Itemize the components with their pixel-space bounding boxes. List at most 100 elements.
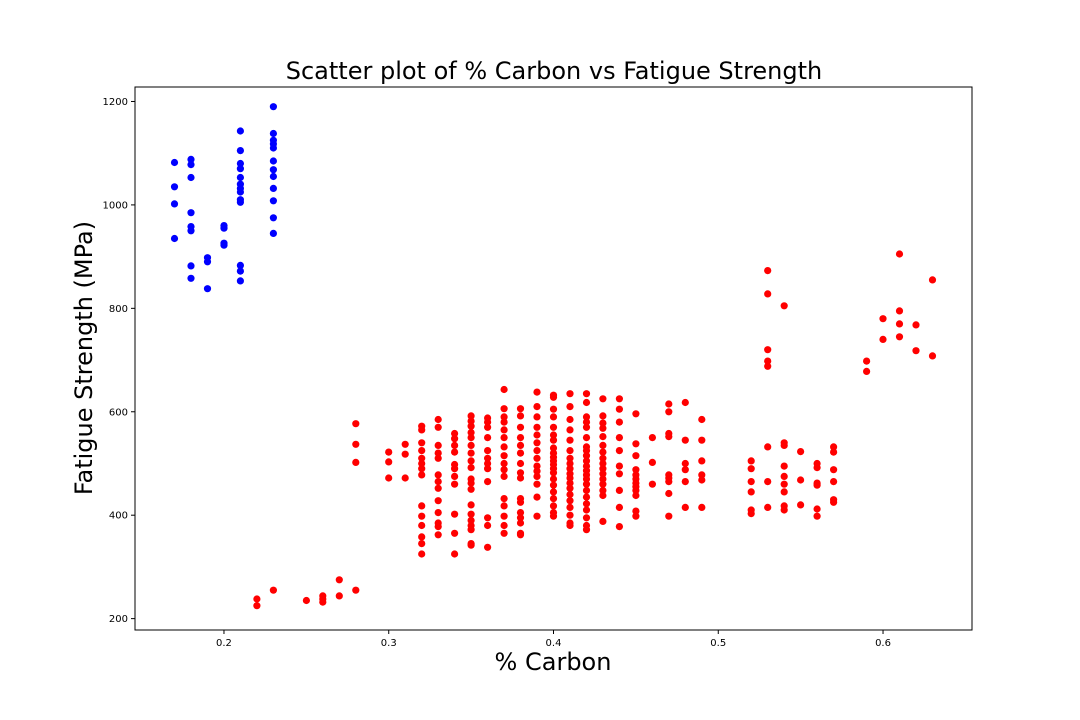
data-point-series-1-259 bbox=[747, 506, 755, 514]
data-point-series-1-267 bbox=[764, 362, 772, 370]
data-point-series-1-170 bbox=[566, 426, 574, 434]
data-point-series-1-296 bbox=[863, 367, 871, 375]
data-point-series-0-38 bbox=[269, 157, 277, 165]
data-point-series-0-28 bbox=[236, 165, 244, 173]
data-point-series-1-165 bbox=[566, 465, 574, 473]
data-point-series-1-151 bbox=[549, 413, 558, 421]
data-point-series-1-13 bbox=[385, 474, 393, 482]
data-point-series-0-4 bbox=[187, 274, 195, 282]
data-point-series-1-101 bbox=[500, 413, 508, 421]
data-point-series-1-63 bbox=[467, 501, 475, 509]
data-point-series-1-293 bbox=[830, 466, 838, 474]
data-point-series-1-140 bbox=[549, 475, 558, 483]
x-axis-label: % Carbon bbox=[495, 648, 612, 676]
data-point-series-1-147 bbox=[549, 444, 558, 452]
data-point-series-1-41 bbox=[434, 454, 442, 462]
data-point-series-1-223 bbox=[632, 507, 640, 515]
data-point-series-1-97 bbox=[500, 443, 508, 451]
data-point-series-1-52 bbox=[451, 460, 459, 469]
data-point-series-1-61 bbox=[467, 516, 475, 525]
data-point-series-1-89 bbox=[500, 521, 508, 530]
data-point-series-1-58 bbox=[467, 540, 475, 548]
data-point-series-1-60 bbox=[467, 521, 475, 530]
data-point-series-1-17 bbox=[401, 450, 409, 458]
data-point-series-0-31 bbox=[236, 127, 244, 135]
data-point-series-1-303 bbox=[895, 250, 904, 258]
data-point-series-1-112 bbox=[516, 469, 525, 477]
data-point-series-1-200 bbox=[599, 475, 607, 483]
data-point-series-1-9 bbox=[352, 586, 360, 594]
data-point-series-1-84 bbox=[484, 434, 492, 442]
data-point-series-1-99 bbox=[500, 426, 508, 434]
data-point-series-1-158 bbox=[566, 503, 574, 511]
data-point-series-1-297 bbox=[863, 357, 871, 365]
data-point-series-0-36 bbox=[269, 172, 277, 181]
data-point-series-1-19 bbox=[418, 550, 426, 558]
data-point-series-1-91 bbox=[500, 502, 508, 510]
data-point-series-1-157 bbox=[566, 511, 574, 519]
data-point-series-1-235 bbox=[648, 458, 657, 466]
data-point-series-1-271 bbox=[764, 267, 772, 275]
data-point-series-1-307 bbox=[928, 276, 937, 284]
data-point-series-1-187 bbox=[582, 452, 591, 460]
data-point-series-1-166 bbox=[566, 459, 574, 468]
data-point-series-1-133 bbox=[533, 388, 541, 396]
data-point-series-1-120 bbox=[533, 512, 541, 520]
data-point-series-1-152 bbox=[549, 405, 558, 413]
data-point-series-1-301 bbox=[895, 320, 904, 328]
data-point-series-1-118 bbox=[516, 412, 525, 420]
data-point-series-1-23 bbox=[418, 512, 426, 520]
data-point-series-1-202 bbox=[599, 465, 607, 473]
data-point-series-1-154 bbox=[549, 391, 558, 399]
data-point-series-1-88 bbox=[500, 529, 508, 537]
data-point-series-1-121 bbox=[533, 493, 541, 501]
data-point-series-1-295 bbox=[830, 443, 838, 451]
data-point-series-1-105 bbox=[516, 529, 525, 537]
data-point-series-1-264 bbox=[764, 503, 772, 511]
data-point-series-1-135 bbox=[549, 508, 558, 517]
data-point-series-1-287 bbox=[813, 479, 821, 487]
data-point-series-1-102 bbox=[500, 405, 508, 413]
data-point-series-1-283 bbox=[797, 448, 805, 456]
data-point-series-1-8 bbox=[335, 576, 343, 584]
data-point-series-1-125 bbox=[533, 462, 541, 470]
data-point-series-1-171 bbox=[566, 415, 574, 424]
data-point-series-1-244 bbox=[665, 408, 673, 416]
data-point-series-1-196 bbox=[599, 517, 607, 526]
data-point-series-1-162 bbox=[566, 479, 574, 487]
data-point-series-1-82 bbox=[484, 454, 492, 462]
data-point-series-1-35 bbox=[434, 519, 442, 527]
data-point-series-1-236 bbox=[648, 434, 657, 442]
data-point-series-1-269 bbox=[764, 346, 772, 354]
data-point-series-0-19 bbox=[236, 277, 244, 285]
data-point-series-0-26 bbox=[236, 180, 244, 188]
data-point-series-1-119 bbox=[516, 405, 525, 413]
data-point-series-1-98 bbox=[500, 434, 508, 442]
data-point-series-1-250 bbox=[681, 436, 689, 444]
data-point-series-1-25 bbox=[418, 471, 426, 479]
data-point-series-1-146 bbox=[549, 449, 558, 457]
data-point-series-1-49 bbox=[451, 480, 459, 488]
data-point-series-0-14 bbox=[203, 254, 212, 262]
data-point-series-1-29 bbox=[418, 447, 426, 455]
x-tick-label: 0.4 bbox=[546, 638, 562, 649]
data-point-series-1-80 bbox=[484, 465, 492, 473]
data-point-series-1-265 bbox=[764, 478, 772, 486]
data-point-series-1-76 bbox=[484, 543, 492, 551]
data-point-series-1-124 bbox=[533, 467, 541, 475]
data-point-series-1-75 bbox=[467, 412, 475, 420]
data-point-series-1-6 bbox=[319, 592, 327, 600]
data-point-series-1-257 bbox=[698, 415, 706, 424]
data-point-series-1-136 bbox=[549, 502, 558, 510]
data-point-series-1-222 bbox=[632, 512, 640, 520]
data-point-series-1-243 bbox=[665, 429, 673, 438]
data-point-series-1-10 bbox=[352, 458, 360, 466]
data-point-series-1-282 bbox=[797, 476, 805, 484]
data-point-series-1-185 bbox=[582, 462, 591, 470]
data-point-series-1-64 bbox=[467, 485, 475, 493]
data-point-series-1-42 bbox=[434, 449, 442, 457]
data-point-series-0-7 bbox=[187, 223, 195, 231]
data-point-series-0-8 bbox=[187, 209, 195, 217]
data-point-series-1-32 bbox=[418, 422, 426, 430]
data-point-series-1-256 bbox=[698, 436, 706, 444]
